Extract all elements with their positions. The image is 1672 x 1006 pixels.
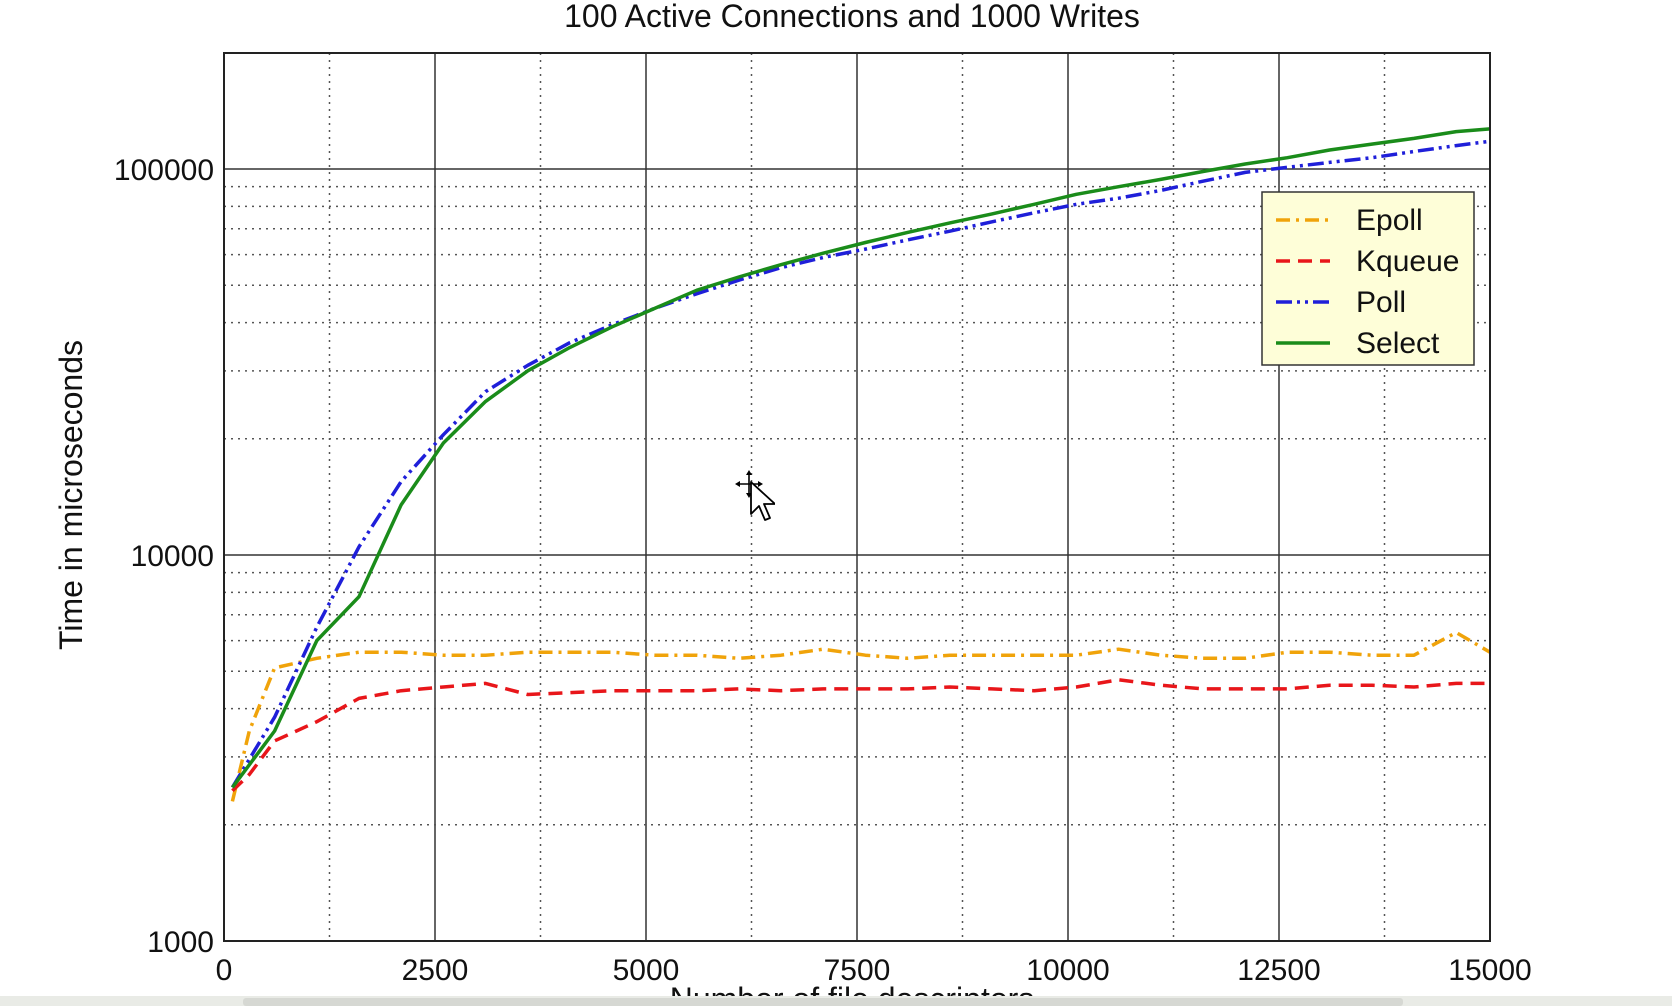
- x-tick-label: 12500: [1237, 954, 1320, 987]
- series-lines: [230, 127, 1491, 802]
- x-tick-label: 15000: [1448, 954, 1531, 987]
- y-tick-label: 1000: [147, 926, 214, 959]
- x-tick-label: 0: [216, 954, 233, 987]
- legend-label-select: Select: [1356, 327, 1440, 360]
- x-tick-label: 10000: [1026, 954, 1109, 987]
- x-tick-label: 2500: [402, 954, 469, 987]
- horizontal-scrollbar[interactable]: [243, 998, 1403, 1006]
- chart-title: 100 Active Connections and 1000 Writes: [564, 0, 1140, 34]
- axis-ticks: 0 2500 5000 7500 10000 12500 15000 1000 10000 100…: [114, 154, 1532, 987]
- legend-label-poll: Poll: [1356, 286, 1406, 319]
- y-tick-label: 10000: [131, 540, 214, 573]
- y-tick-label: 100000: [114, 154, 214, 187]
- series-line-kqueue: [231, 678, 1490, 793]
- legend: Epoll Kqueue Poll Select: [1261, 191, 1475, 366]
- series-line-select: [230, 127, 1491, 789]
- series-line-epoll: [230, 630, 1491, 802]
- legend-label-kqueue: Kqueue: [1356, 245, 1459, 278]
- legend-label-epoll: Epoll: [1356, 204, 1423, 237]
- grid: [224, 53, 1490, 941]
- move-cursor-icon: [735, 470, 775, 521]
- x-tick-label: 5000: [613, 954, 680, 987]
- plot-frame: [223, 52, 1491, 942]
- x-tick-label: 7500: [824, 954, 891, 987]
- y-axis-label: Time in microseconds: [53, 340, 89, 650]
- series-line-poll: [230, 139, 1491, 789]
